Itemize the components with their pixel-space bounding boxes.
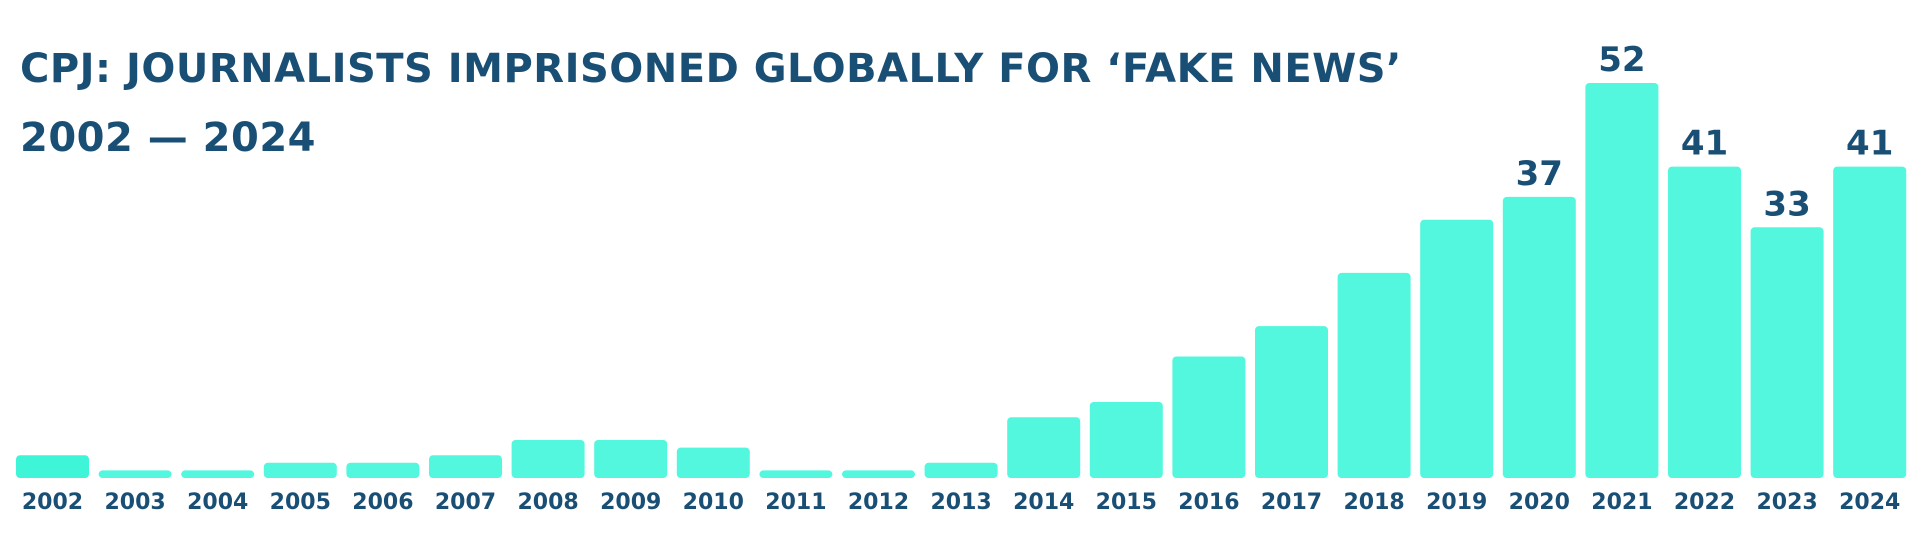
data-label-2021: 52 — [1598, 40, 1645, 80]
chart-subtitle: 2002 — 2024 — [20, 115, 317, 161]
x-tick-label: 2010 — [683, 490, 744, 515]
x-tick-label: 2009 — [600, 490, 661, 515]
bar-2021 — [1585, 83, 1659, 478]
x-tick-label: 2005 — [270, 490, 331, 515]
x-tick-label: 2006 — [352, 490, 413, 515]
bar-2003 — [98, 470, 172, 478]
x-tick-label: 2017 — [1261, 490, 1322, 515]
bar-2015 — [1089, 402, 1163, 478]
data-label-2022: 41 — [1681, 124, 1728, 164]
bar-2005 — [263, 462, 337, 478]
x-tick-label: 2003 — [104, 490, 165, 515]
x-tick-label: 2002 — [22, 490, 83, 515]
bar-2023 — [1750, 227, 1824, 478]
x-tick-label: 2008 — [517, 490, 578, 515]
x-tick-label: 2004 — [187, 490, 248, 515]
x-tick-label: 2012 — [848, 490, 909, 515]
bar-2024 — [1833, 166, 1907, 478]
x-tick-label: 2016 — [1178, 490, 1239, 515]
x-tick-label: 2014 — [1013, 490, 1074, 515]
x-tick-label: 2022 — [1674, 490, 1735, 515]
bar-2014 — [1007, 417, 1081, 478]
bar-2012 — [842, 470, 915, 478]
bar-2010 — [676, 447, 750, 478]
data-label-2023: 33 — [1763, 184, 1810, 224]
x-tick-label: 2024 — [1839, 490, 1900, 515]
x-tick-label: 2007 — [435, 490, 496, 515]
x-tick-label: 2020 — [1509, 490, 1570, 515]
bar-2019 — [1420, 219, 1494, 478]
chart-title: CPJ: JOURNALISTS IMPRISONED GLOBALLY FOR… — [20, 46, 1402, 92]
x-tick-label: 2023 — [1756, 490, 1817, 515]
bar-2022 — [1668, 166, 1741, 478]
bar-2018 — [1337, 272, 1411, 478]
bar-2011 — [759, 470, 833, 478]
x-tick-label: 2011 — [765, 490, 826, 515]
bar-2002 — [16, 455, 89, 478]
x-tick-label: 2021 — [1591, 490, 1652, 515]
bar-2020 — [1502, 196, 1576, 478]
x-tick-label: 2015 — [1096, 490, 1157, 515]
data-label-2024: 41 — [1846, 124, 1893, 164]
bar-2004 — [181, 470, 255, 478]
bar-2016 — [1172, 356, 1246, 478]
x-tick-label: 2019 — [1426, 490, 1487, 515]
bar-2017 — [1255, 326, 1328, 478]
bar-2006 — [346, 462, 420, 478]
bar-2009 — [594, 440, 668, 478]
bar-2007 — [429, 455, 502, 478]
x-tick-label: 2018 — [1343, 490, 1404, 515]
data-label-2020: 37 — [1516, 154, 1563, 194]
x-tick-label: 2013 — [930, 490, 991, 515]
bar-2013 — [924, 462, 998, 478]
bar-2008 — [511, 440, 585, 478]
